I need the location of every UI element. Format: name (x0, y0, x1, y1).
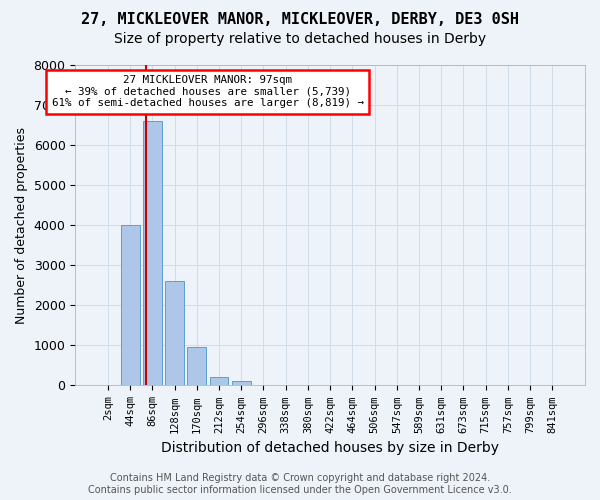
Text: Contains HM Land Registry data © Crown copyright and database right 2024.
Contai: Contains HM Land Registry data © Crown c… (88, 474, 512, 495)
X-axis label: Distribution of detached houses by size in Derby: Distribution of detached houses by size … (161, 441, 499, 455)
Bar (232, 382, 251, 386)
Text: 27 MICKLEOVER MANOR: 97sqm
← 39% of detached houses are smaller (5,739)
61% of s: 27 MICKLEOVER MANOR: 97sqm ← 39% of deta… (52, 75, 364, 108)
Bar (121, 225, 140, 386)
Bar (143, 121, 162, 386)
Text: 27, MICKLEOVER MANOR, MICKLEOVER, DERBY, DE3 0SH: 27, MICKLEOVER MANOR, MICKLEOVER, DERBY,… (81, 12, 519, 28)
Bar (209, 378, 229, 386)
Text: Size of property relative to detached houses in Derby: Size of property relative to detached ho… (114, 32, 486, 46)
Bar (187, 348, 206, 386)
Y-axis label: Number of detached properties: Number of detached properties (15, 126, 28, 324)
Bar (165, 282, 184, 386)
